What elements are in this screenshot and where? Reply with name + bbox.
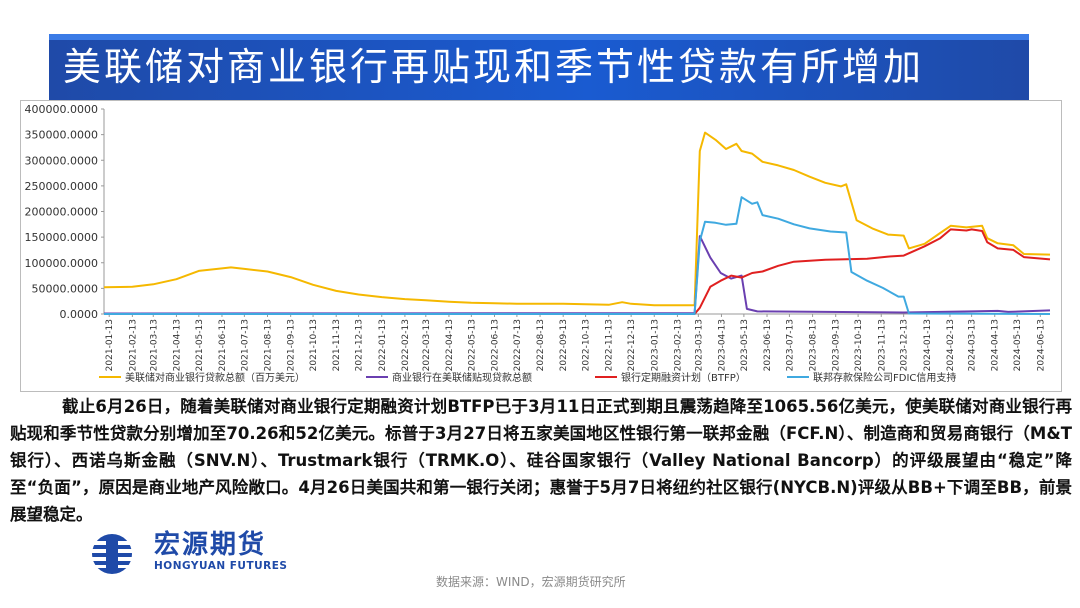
x-tick-label: 2023-05-13 xyxy=(740,319,750,371)
x-tick-label: 2022-03-13 xyxy=(422,319,432,371)
x-tick-label: 2022-02-13 xyxy=(401,319,411,371)
x-tick-label: 2022-09-13 xyxy=(559,319,569,371)
line-chart: 400000.0000 350000.0000 300000.0000 250000.… xyxy=(25,103,1051,384)
x-tick-label: 2021-05-13 xyxy=(195,319,205,371)
legend-label-2: 商业银行在美联储贴现贷款总额 xyxy=(392,371,532,384)
data-source: 数据来源：WIND，宏源期货研究所 xyxy=(436,575,626,589)
x-tick-label: 2021-02-13 xyxy=(128,319,138,371)
commentary-paragraph: 截止6月26日，随着美联储对商业银行定期融资计划BTFP已于3月11日正式到期且… xyxy=(10,397,1072,524)
x-tick-label: 2021-10-13 xyxy=(309,319,319,371)
x-tick-label: 2024-03-13 xyxy=(968,319,978,371)
y-tick-label: 0.0000 xyxy=(60,308,99,321)
x-tick-label: 2021-12-13 xyxy=(355,319,365,371)
x-tick-label: 2021-08-13 xyxy=(264,319,274,371)
y-tick-label: 400000.0000 xyxy=(25,103,98,116)
series-line-1 xyxy=(103,131,1051,307)
x-tick-label: 2021-11-13 xyxy=(332,319,342,371)
title-bar: 美联储对商业银行再贴现和季节性贷款有所增加 xyxy=(49,34,1029,103)
x-tick-label: 2022-12-13 xyxy=(627,319,637,371)
x-tick-label: 2023-11-13 xyxy=(877,319,887,371)
legend: 美联储对商业银行贷款总额（百万美元） 商业银行在美联储贴现贷款总额 银行定期融资计划… xyxy=(99,371,956,384)
x-tick-label: 2021-06-13 xyxy=(218,319,228,371)
x-tick-label: 2022-08-13 xyxy=(536,319,546,371)
x-tick-label: 2023-01-13 xyxy=(650,319,660,371)
logo-text-cn: 宏源期货 xyxy=(154,530,267,560)
x-tick-label: 2021-07-13 xyxy=(240,319,250,371)
y-tick-label: 250000.0000 xyxy=(25,180,98,193)
y-tick-label: 100000.0000 xyxy=(25,257,98,270)
legend-label-1: 美联储对商业银行贷款总额（百万美元） xyxy=(125,371,305,384)
x-tick-label: 2023-06-13 xyxy=(763,319,773,371)
x-tick-label: 2021-04-13 xyxy=(172,319,182,371)
legend-label-3: 银行定期融资计划（BTFP） xyxy=(621,371,746,384)
x-tick-label: 2024-04-13 xyxy=(991,319,1001,371)
x-axis: 2021-01-13 2021-02-13 2021-03-13 2021-04-13… xyxy=(104,313,1050,371)
x-tick-label: 2022-01-13 xyxy=(378,319,388,371)
x-tick-label: 2023-07-13 xyxy=(785,319,795,371)
x-tick-label: 2023-08-13 xyxy=(809,319,819,371)
x-tick-label: 2021-03-13 xyxy=(149,319,159,371)
x-tick-label: 2022-05-13 xyxy=(467,319,477,371)
x-tick-label: 2024-01-13 xyxy=(923,319,933,371)
page-title: 美联储对商业银行再贴现和季节性贷款有所增加 xyxy=(63,45,925,89)
y-tick-label: 200000.0000 xyxy=(25,206,98,219)
x-tick-label: 2022-06-13 xyxy=(490,319,500,371)
logo-mark-icon xyxy=(80,534,144,574)
series-line-4 xyxy=(104,196,1051,315)
series-line-3 xyxy=(104,228,1051,315)
x-tick-label: 2023-04-13 xyxy=(717,319,727,371)
series-lines xyxy=(103,131,1051,315)
y-tick-label: 300000.0000 xyxy=(25,154,98,167)
x-tick-label: 2022-04-13 xyxy=(445,319,455,371)
x-tick-label: 2022-07-13 xyxy=(513,319,523,371)
x-tick-label: 2023-09-13 xyxy=(832,319,842,371)
x-tick-label: 2021-09-13 xyxy=(287,319,297,371)
x-tick-label: 2023-03-13 xyxy=(694,319,704,371)
y-tick-label: 50000.0000 xyxy=(32,282,98,295)
x-tick-label: 2022-11-13 xyxy=(605,319,615,371)
legend-label-4: 联邦存款保险公司FDIC信用支持 xyxy=(813,371,956,384)
x-tick-label: 2024-06-13 xyxy=(1036,319,1046,371)
x-tick-label: 2023-02-13 xyxy=(673,319,683,371)
x-tick-label: 2023-10-13 xyxy=(854,319,864,371)
x-tick-label: 2023-12-13 xyxy=(900,319,910,371)
chart-container: 400000.0000 350000.0000 300000.0000 250000.… xyxy=(20,100,1062,392)
logo-text-en: HONGYUAN FUTURES xyxy=(154,560,288,572)
x-tick-label: 2024-05-13 xyxy=(1013,319,1023,371)
x-tick-label: 2022-10-13 xyxy=(582,319,592,371)
x-tick-label: 2021-01-13 xyxy=(105,319,115,371)
y-tick-label: 150000.0000 xyxy=(25,231,98,244)
y-tick-label: 350000.0000 xyxy=(25,129,98,142)
y-axis: 400000.0000 350000.0000 300000.0000 250000.… xyxy=(25,103,105,321)
company-logo: 宏源期货 HONGYUAN FUTURES xyxy=(76,530,316,576)
x-tick-label: 2024-02-13 xyxy=(946,319,956,371)
